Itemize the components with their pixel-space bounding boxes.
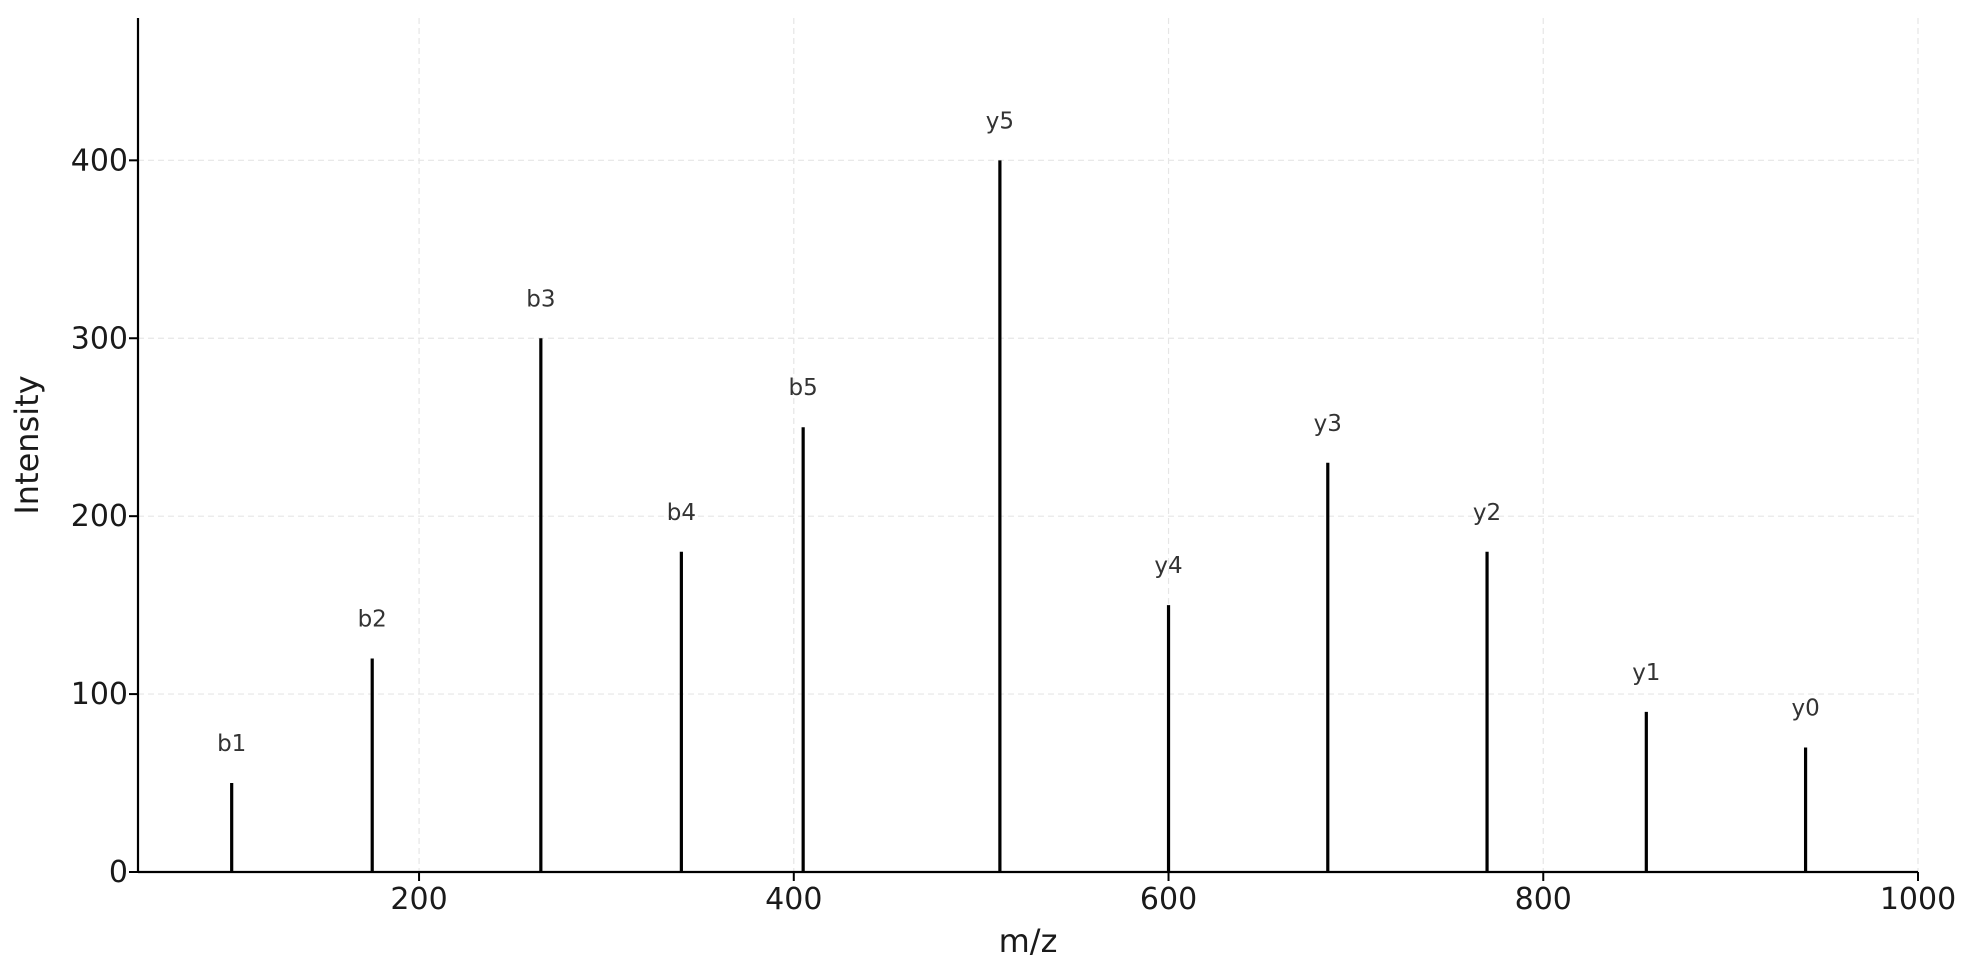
x-tick-label: 200 [390,882,447,917]
grid-layer [138,18,1919,872]
peak-label: y0 [1791,695,1819,721]
peak-label: y5 [986,108,1014,134]
peak-label: b3 [526,286,555,312]
axis-layer: 200 400 600 800 1000 0 100 200 300 400 [71,18,1956,917]
peak-label: b1 [217,731,246,757]
peak-label: b5 [789,375,818,401]
y-tick-label: 100 [71,677,128,712]
y-tick-label: 400 [71,143,128,178]
y-tick-label: 300 [71,321,128,356]
peak-label: b4 [667,500,696,526]
x-tick-label: 800 [1515,882,1572,917]
peak-label: y1 [1632,660,1660,686]
label-layer: b1 b2 b3 b4 b5 y5 y4 y3 y2 y1 y0 [217,108,1820,757]
x-tick-label: 600 [1140,882,1197,917]
x-tick-label: 1000 [1880,882,1956,917]
y-axis-title: Intensity [8,375,46,514]
x-axis-title: m/z [999,922,1058,960]
peak-label: y3 [1314,411,1342,437]
y-tick-label: 0 [109,855,128,890]
peak-label: y4 [1154,553,1182,579]
peak-label: b2 [358,607,387,633]
x-tick-label: 400 [765,882,822,917]
peak-layer [230,160,1808,872]
peak-label: y2 [1473,500,1501,526]
y-tick-label: 200 [71,499,128,534]
